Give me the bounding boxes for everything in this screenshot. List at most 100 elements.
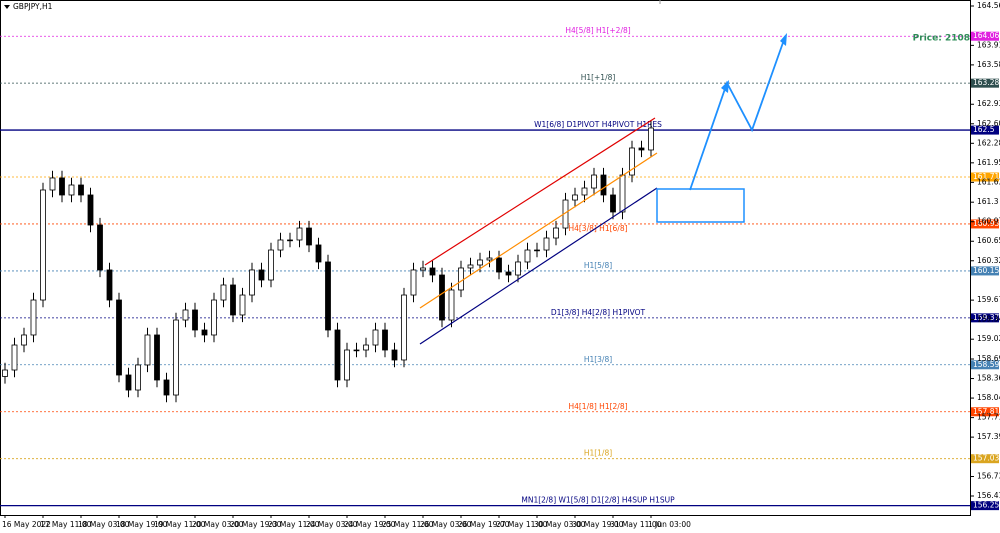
- x-tick-label: 1 Jun 03:00: [648, 520, 691, 529]
- candle-body: [534, 249, 540, 252]
- candle-body: [648, 127, 654, 151]
- candle-body: [239, 294, 246, 316]
- y-tick-label: 162.605: [977, 119, 1000, 128]
- candle-body: [21, 334, 27, 346]
- candle-body: [600, 174, 607, 196]
- candle-body: [334, 329, 341, 381]
- y-tick-label: 162.93: [977, 99, 1000, 108]
- candle-body: [391, 349, 398, 361]
- level-label: MN1[2/8] W1[5/8] D1[2/8] H4SUP H1SUP: [521, 496, 675, 505]
- x-tick-label: 30 May 19:00: [572, 520, 624, 529]
- candle-body: [315, 244, 322, 263]
- level-price-label: 160.938: [973, 219, 1000, 228]
- y-tick-label: 163.91: [977, 40, 1000, 49]
- candle-body: [220, 284, 227, 301]
- x-tick-label: 26 May 03:00: [420, 520, 472, 529]
- y-tick-label: 160.975: [977, 217, 1000, 226]
- candle-body: [591, 174, 597, 189]
- level-label: H1[+1/8]: [581, 73, 616, 82]
- candle-body: [429, 267, 436, 276]
- candle-body: [154, 334, 160, 381]
- x-tick-label: 25 May 11:00: [382, 520, 434, 529]
- x-tick-label: 18 May 03:00: [78, 520, 130, 529]
- candle-body: [496, 257, 502, 273]
- candle-body: [505, 271, 512, 276]
- level-price-box: [971, 454, 999, 464]
- candle-body: [277, 239, 284, 251]
- candle-body: [372, 329, 379, 346]
- level-price-box: [971, 31, 999, 41]
- candle-body: [182, 309, 189, 321]
- level-price-label: 161.719: [973, 172, 1000, 181]
- y-tick-label: 156.735: [977, 471, 1000, 480]
- level-price-label: 163.281: [973, 78, 1000, 87]
- y-tick-label: 158.04: [977, 393, 1000, 402]
- candle-body: [325, 261, 331, 331]
- x-tick-label: 24 May 19:00: [344, 520, 396, 529]
- candle-body: [30, 299, 37, 336]
- candle-body: [97, 224, 103, 271]
- level-label: W1[6/8] D1PIVOT H4PIVOT H1RES: [534, 120, 662, 129]
- candle-body: [553, 227, 559, 239]
- y-tick-label: 162.28: [977, 138, 1000, 147]
- channel-upper: [424, 117, 656, 266]
- x-tick-label: 16 May 2022: [2, 520, 51, 529]
- candle-body: [135, 364, 141, 391]
- candle-body: [87, 194, 94, 226]
- level-label: H1[5/8]: [584, 261, 612, 270]
- level-price-box: [971, 360, 999, 370]
- target-zone: [656, 188, 745, 223]
- candle-body: [59, 177, 65, 196]
- levels: 164.062 H4[5/8] H1[+2/8] 163.281 H1[+1/8] 16…: [0, 26, 1000, 511]
- y-tick-label: 158.365: [977, 374, 1000, 383]
- level-price-label: 159.375: [973, 313, 1000, 322]
- candle-body: [106, 269, 113, 301]
- level-price-label: 158.594: [973, 360, 1000, 369]
- y-tick-label: 159.02: [977, 334, 1000, 343]
- candle-body: [192, 309, 198, 331]
- candle-body: [458, 267, 464, 291]
- candle-body: [68, 184, 75, 196]
- y-tick-label: 161.955: [977, 158, 1000, 167]
- candle-body: [401, 294, 407, 361]
- x-tick-label: 30 May 03:00: [534, 520, 586, 529]
- y-tick-label: 157.39: [977, 432, 1000, 441]
- level-price-label: 160.156: [973, 266, 1000, 275]
- candle-body: [163, 379, 170, 396]
- y-tick-label: 159.67: [977, 295, 1000, 304]
- forecast-path: [689, 36, 786, 191]
- level-label: H1[1/8]: [584, 449, 612, 458]
- candle-body: [258, 269, 265, 281]
- x-tick-label: 31 May 11:00: [610, 520, 662, 529]
- x-tick-label: 26 May 19:00: [458, 520, 510, 529]
- channel-middle: [419, 152, 658, 309]
- channel-lower: [419, 187, 658, 345]
- level-price-box: [971, 313, 999, 323]
- candle-body: [287, 239, 293, 242]
- x-tick-label: 18 May 19:00: [116, 520, 168, 529]
- y-tick-label: 161.3: [977, 197, 999, 206]
- candle-body: [211, 299, 217, 336]
- y-tick-label: 160.325: [977, 256, 1000, 265]
- symbol-menu[interactable]: [4, 5, 10, 9]
- candle-body: [125, 374, 132, 391]
- candle-body: [49, 177, 56, 191]
- candle-body: [524, 249, 531, 263]
- y-tick-label: 159.345: [977, 315, 1000, 324]
- x-tick-label: 19 May 11:00: [154, 520, 206, 529]
- x-tick-label: 20 May 03:00: [192, 520, 244, 529]
- x-tick-label: 23 May 11:00: [268, 520, 320, 529]
- candle-body: [619, 174, 626, 213]
- level-price-label: 157.031: [973, 454, 1000, 463]
- candle-body: [543, 237, 550, 251]
- level-price-label: 164.062: [973, 31, 1000, 40]
- level-price-box: [971, 172, 999, 182]
- level-price-box: [971, 219, 999, 229]
- y-tick-label: 156.41: [977, 491, 1000, 500]
- y-tick-label: 157.715: [977, 413, 1000, 422]
- candles: [2, 120, 654, 403]
- candle-body: [78, 184, 84, 196]
- candle-body: [144, 334, 151, 366]
- level-label: H4[1/8] H1[2/8]: [568, 402, 627, 411]
